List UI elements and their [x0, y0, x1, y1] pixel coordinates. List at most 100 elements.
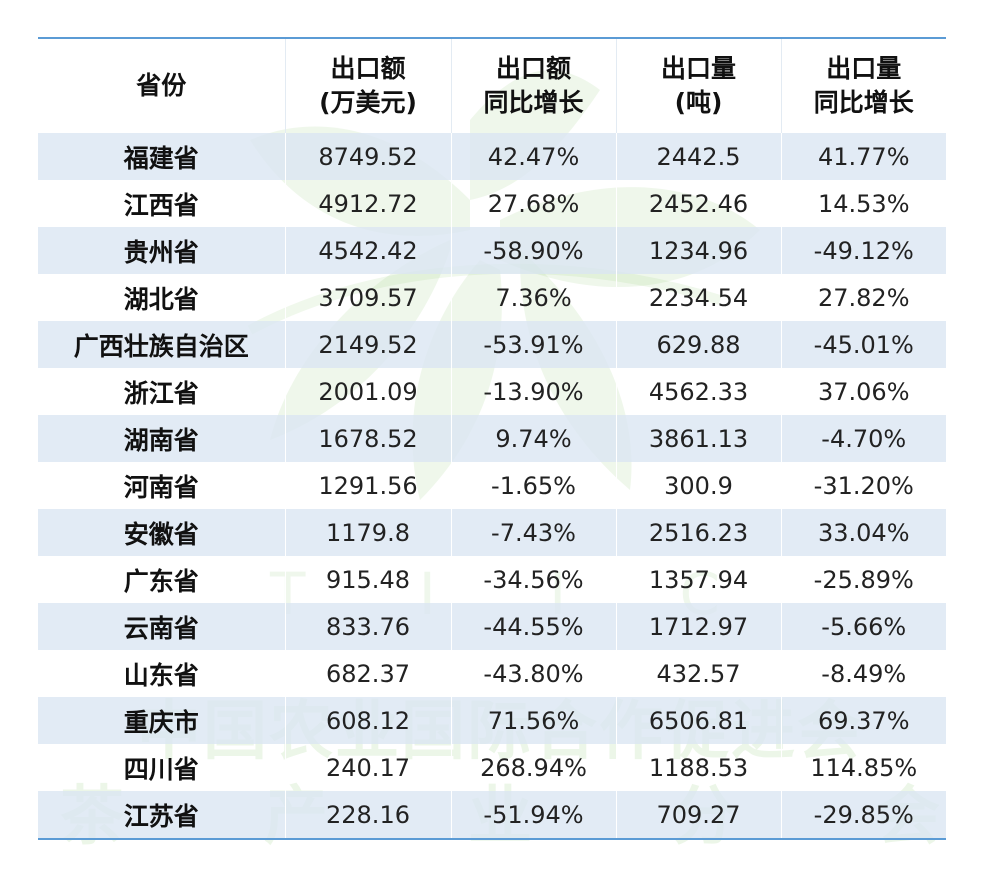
export-volume-yoy-cell: 14.53% — [780, 180, 946, 227]
province-cell: 贵州省 — [38, 227, 285, 274]
province-cell: 山东省 — [123, 660, 199, 690]
export-value-yoy-cell: -58.90% — [450, 227, 616, 274]
export-volume-cell: 709.27 — [615, 791, 781, 839]
export-value-yoy-cell: 9.74% — [450, 415, 616, 462]
export-volume-cell: 4562.33 — [615, 368, 781, 415]
table-row: 江西省 4912.72 27.68% 2452.46 14.53% — [38, 180, 946, 227]
table-row: 重庆市 608.12 71.56% 6506.81 69.37% — [38, 697, 946, 744]
export-volume-yoy-cell: -25.89% — [780, 556, 946, 603]
table-row: 安徽省 1179.8 -7.43% 2516.23 33.04% — [38, 509, 946, 556]
header-label: 出口额 — [330, 54, 406, 83]
export-volume-yoy-cell: 37.06% — [780, 368, 946, 415]
export-volume-yoy-cell: -31.20% — [780, 462, 946, 509]
province-cell: 湖南省 — [38, 415, 285, 462]
province-cell: 浙江省 — [123, 378, 199, 408]
province-cell: 广东省 — [123, 566, 199, 596]
table-row: 河南省 1291.56 -1.65% 300.9 -31.20% — [38, 462, 946, 509]
export-value-yoy-cell: 71.56% — [450, 697, 616, 744]
export-value-yoy-cell: -7.43% — [450, 509, 616, 556]
export-value-cell: 228.16 — [284, 791, 451, 839]
export-value-cell: 2149.52 — [284, 321, 451, 368]
export-value-cell: 2001.09 — [284, 368, 451, 415]
header-export-volume-yoy: 出口量 同比增长 — [780, 38, 946, 133]
export-value-yoy-cell: 7.36% — [450, 274, 616, 321]
export-table: 省份 出口额 (万美元) 出口额同比增长 出口量 (吨) 出口量 同比增长 福建省 87… — [38, 37, 946, 840]
export-value-yoy-cell: -34.56% — [450, 556, 616, 603]
header-export-value-yoy: 出口额 同比增长 — [450, 38, 616, 133]
header-export-volume: 出口量 (吨) — [615, 38, 781, 133]
export-value-cell: 1179.8 — [284, 509, 451, 556]
table-body: 福建省 8749.52 42.47% 2442.5 41.77% 江西省 4912.72 27… — [38, 133, 946, 839]
header-row: 省份 出口额 (万美元) 出口额同比增长 出口量 (吨) 出口量 同比增长 — [38, 38, 946, 133]
export-volume-yoy-cell: -5.66% — [780, 603, 946, 650]
province-cell: 广西壮族自治区 — [38, 321, 285, 368]
export-value-yoy-cell: 27.68% — [450, 180, 616, 227]
export-value-cell: 833.76 — [284, 603, 451, 650]
export-value-cell: 3709.57 — [284, 274, 451, 321]
export-volume-yoy-cell: -8.49% — [780, 650, 946, 697]
table-row: 四川省 240.17 268.94% 1188.53 114.85% — [38, 744, 946, 791]
export-volume-yoy-cell: -4.70% — [780, 415, 946, 462]
export-volume-yoy-cell: 41.77% — [780, 133, 946, 180]
province-cell: 湖北省 — [123, 284, 199, 314]
export-volume-cell: 2516.23 — [615, 509, 781, 556]
table-row: 云南省 833.76 -44.55% 1712.97 -5.66% — [38, 603, 946, 650]
table-row: 湖北省 3709.57 7.36% 2234.54 27.82% — [38, 274, 946, 321]
export-volume-yoy-cell: -49.12% — [780, 227, 946, 274]
table-row: 广东省 915.48 -34.56% 1357.94 -25.89% — [38, 556, 946, 603]
header-sublabel: 同比增长 — [813, 88, 914, 117]
export-volume-yoy-cell: 114.85% — [780, 744, 946, 791]
export-value-cell: 608.12 — [284, 697, 451, 744]
header-label: 省份 — [136, 71, 187, 100]
export-volume-cell: 300.9 — [615, 462, 781, 509]
export-volume-cell: 6506.81 — [615, 697, 781, 744]
province-cell: 重庆市 — [38, 697, 285, 744]
province-cell: 江苏省 — [38, 791, 285, 839]
table-row: 广西壮族自治区 2149.52 -53.91% 629.88 -45.01% — [38, 321, 946, 368]
export-volume-yoy-cell: -45.01% — [780, 321, 946, 368]
province-cell: 福建省 — [38, 133, 285, 180]
export-value-yoy-cell: -1.65% — [450, 462, 616, 509]
export-volume-cell: 1712.97 — [615, 603, 781, 650]
export-volume-cell: 3861.13 — [615, 415, 781, 462]
table-row: 山东省 682.37 -43.80% 432.57 -8.49% — [38, 650, 946, 697]
export-value-cell: 4912.72 — [284, 180, 451, 227]
export-volume-cell: 432.57 — [615, 650, 781, 697]
header-label: 出口额 — [495, 54, 571, 83]
export-value-cell: 915.48 — [284, 556, 451, 603]
table-row: 福建省 8749.52 42.47% 2442.5 41.77% — [38, 133, 946, 180]
table-row: 湖南省 1678.52 9.74% 3861.13 -4.70% — [38, 415, 946, 462]
export-value-yoy-cell: 42.47% — [450, 133, 616, 180]
export-value-yoy-cell: -13.90% — [450, 368, 616, 415]
header-unit: (吨) — [674, 88, 723, 117]
export-volume-cell: 2442.5 — [615, 133, 781, 180]
export-value-cell: 240.17 — [284, 744, 451, 791]
export-value-yoy-cell: -53.91% — [450, 321, 616, 368]
export-value-cell: 1291.56 — [284, 462, 451, 509]
export-value-cell: 4542.42 — [284, 227, 451, 274]
province-cell: 安徽省 — [38, 509, 285, 556]
export-volume-cell: 629.88 — [615, 321, 781, 368]
table-row: 贵州省 4542.42 -58.90% 1234.96 -49.12% — [38, 227, 946, 274]
table-row: 江苏省 228.16 -51.94% 709.27 -29.85% — [38, 791, 946, 839]
table-row: 浙江省 2001.09 -13.90% 4562.33 37.06% — [38, 368, 946, 415]
export-volume-yoy-cell: 33.04% — [780, 509, 946, 556]
export-volume-cell: 2234.54 — [615, 274, 781, 321]
export-volume-cell: 1234.96 — [615, 227, 781, 274]
province-cell: 河南省 — [123, 472, 199, 502]
header-sublabel: 同比增长 — [483, 88, 584, 117]
export-value-cell: 8749.52 — [284, 133, 451, 180]
export-value-yoy-cell: 268.94% — [450, 744, 616, 791]
export-value-yoy-cell: -51.94% — [450, 791, 616, 839]
export-volume-cell: 1357.94 — [615, 556, 781, 603]
export-volume-yoy-cell: -29.85% — [780, 791, 946, 839]
export-value-yoy-cell: -44.55% — [450, 603, 616, 650]
header-export-value: 出口额 (万美元) — [284, 38, 451, 133]
header-province: 省份 — [38, 38, 285, 133]
province-cell: 四川省 — [123, 754, 199, 784]
province-cell: 云南省 — [38, 603, 285, 650]
export-value-cell: 682.37 — [284, 650, 451, 697]
header-unit: (万美元) — [319, 88, 417, 117]
export-volume-cell: 1188.53 — [615, 744, 781, 791]
export-volume-yoy-cell: 27.82% — [780, 274, 946, 321]
